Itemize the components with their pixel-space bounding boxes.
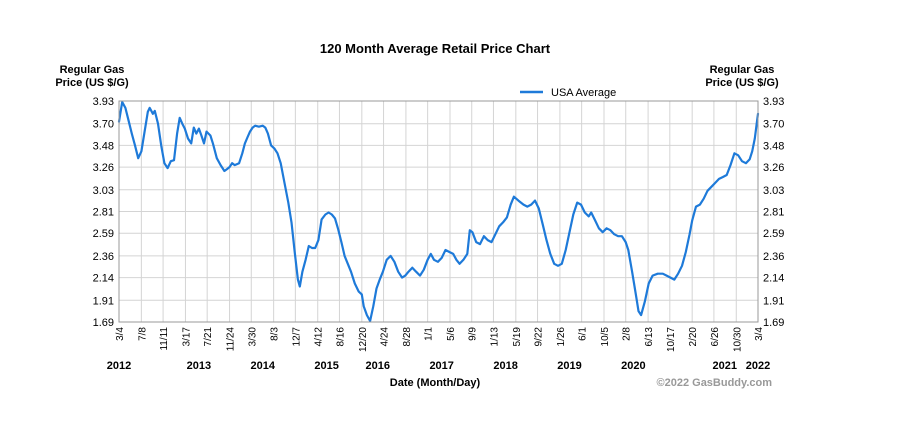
x-tick-label: 3/4 <box>115 327 126 341</box>
series <box>117 100 760 323</box>
x-tick-label: 8/16 <box>335 327 346 347</box>
x-tick-label: 9/22 <box>534 327 545 347</box>
x-tick-label: 3/17 <box>181 327 192 347</box>
x-tick-label: 12/7 <box>291 327 302 347</box>
y-tick-label-left: 2.81 <box>93 207 114 219</box>
y-axis-title-left-line1: Regular Gas <box>60 64 125 76</box>
x-tick-label: 8/28 <box>402 327 413 347</box>
x-tick-label: 2/20 <box>688 327 699 347</box>
x-tick-label: 10/17 <box>666 327 677 352</box>
plot-area-frame <box>118 100 759 323</box>
y-tick-label-right: 1.69 <box>763 317 784 329</box>
y-axis-title-right-line1: Regular Gas <box>710 64 775 76</box>
legend: USA Average <box>520 87 616 99</box>
y-tick-label-left: 1.69 <box>93 317 114 329</box>
x-tick-label: 6/26 <box>710 327 721 347</box>
x-tick-label: 5/19 <box>512 327 523 347</box>
y-tick-label-left: 2.59 <box>93 228 114 240</box>
year-label: 2020 <box>621 360 645 372</box>
y-tick-label-right: 2.36 <box>763 251 784 263</box>
year-label: 2014 <box>251 360 276 372</box>
y-axis-title-left-line2: Price (US $/G) <box>55 77 129 89</box>
y-tick-label-right: 2.81 <box>763 207 784 219</box>
x-tick-label: 11/11 <box>159 327 170 351</box>
chart-title: 120 Month Average Retail Price Chart <box>320 41 551 56</box>
series-line-usa-average <box>117 100 760 323</box>
x-tick-label: 3/4 <box>754 327 765 341</box>
y-tick-label-left: 3.93 <box>93 96 114 108</box>
y-axis-title-right-line2: Price (US $/G) <box>705 77 779 89</box>
year-label: 2015 <box>314 360 338 372</box>
y-tick-label-left: 3.48 <box>93 140 114 152</box>
y-tick-label-left: 3.70 <box>93 119 114 131</box>
x-tick-label: 2/8 <box>622 327 633 341</box>
x-tick-label: 4/24 <box>380 327 391 347</box>
x-tick-label: 4/12 <box>314 327 325 347</box>
x-tick-label: 10/30 <box>732 327 743 352</box>
x-tick-label: 11/24 <box>226 327 237 352</box>
grid <box>118 100 759 323</box>
x-tick-label: 5/6 <box>446 327 457 341</box>
y-tick-label-left: 3.03 <box>93 185 114 197</box>
x-axis-ticks: 3/4 7/8 11/11 3/17 7/21 11/24 3/30 8/3 12/7 4/12 8… <box>115 327 765 352</box>
y-tick-label-left: 3.26 <box>93 162 114 174</box>
y-tick-label-right: 3.70 <box>763 119 784 131</box>
x-tick-label: 7/21 <box>203 327 214 347</box>
x-tick-label: 1/13 <box>489 327 500 347</box>
y-tick-label-right: 2.59 <box>763 228 784 240</box>
x-tick-label: 7/8 <box>137 327 148 341</box>
y-tick-label-right: 3.48 <box>763 140 784 152</box>
y-tick-label-left: 1.91 <box>93 295 114 307</box>
y-tick-label-right: 3.26 <box>763 162 784 174</box>
year-label: 2017 <box>429 360 453 372</box>
year-label: 2016 <box>366 360 390 372</box>
y-tick-label-right: 3.93 <box>763 96 784 108</box>
year-label: 2018 <box>493 360 517 372</box>
y-tick-label-right: 1.91 <box>763 295 784 307</box>
x-tick-label: 1/26 <box>556 327 567 347</box>
y-axis-ticks: 1.69 1.69 1.91 1.91 2.14 2.14 2.36 2.36 2.59 2.59… <box>93 96 785 329</box>
x-axis-years: 2012 2013 2014 2015 2016 2017 2018 2019 2020 2021… <box>107 360 770 372</box>
x-tick-label: 10/5 <box>600 327 611 347</box>
x-tick-label: 6/13 <box>644 327 655 347</box>
year-label: 2021 <box>713 360 737 372</box>
x-tick-label: 6/1 <box>578 327 589 341</box>
legend-label-usa-average: USA Average <box>551 87 616 99</box>
y-tick-label-right: 3.03 <box>763 185 784 197</box>
year-label: 2022 <box>746 360 770 372</box>
x-tick-label: 8/3 <box>270 327 281 341</box>
copyright-credit: ©2022 GasBuddy.com <box>657 377 773 389</box>
x-axis-title: Date (Month/Day) <box>390 377 481 389</box>
x-tick-label: 1/1 <box>424 327 435 341</box>
x-tick-label: 12/20 <box>358 327 369 352</box>
y-tick-label-right: 2.14 <box>763 273 784 285</box>
x-tick-label: 9/9 <box>468 327 479 341</box>
y-tick-label-left: 2.14 <box>93 273 114 285</box>
year-label: 2019 <box>557 360 581 372</box>
year-label: 2012 <box>107 360 131 372</box>
x-tick-label: 3/30 <box>247 327 258 347</box>
year-label: 2013 <box>187 360 211 372</box>
y-tick-label-left: 2.36 <box>93 251 114 263</box>
